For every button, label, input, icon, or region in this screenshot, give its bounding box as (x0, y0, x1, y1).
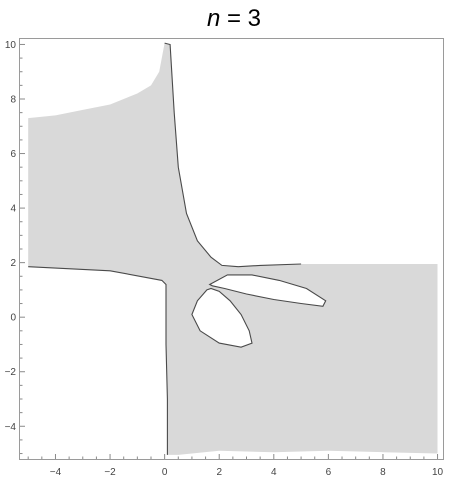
x-tick-label: 10 (432, 467, 444, 478)
boundary-upper-curve (164, 42, 302, 268)
x-tick-label: 8 (380, 467, 386, 478)
hole-region-2 (191, 287, 253, 348)
x-tick-label: 6 (326, 467, 332, 478)
y-tick-label: 4 (10, 204, 16, 215)
hole-region-1 (208, 274, 327, 307)
plot-frame (19, 38, 444, 460)
plot-area: −4 −2 0 2 4 6 8 10 −4 −2 0 2 4 6 8 10 (5, 38, 444, 478)
y-tick-label: 10 (5, 40, 17, 51)
y-tick-label: −2 (5, 367, 17, 378)
x-axis: −4 −2 0 2 4 6 8 10 (27, 454, 444, 478)
chart-title-rest: = 3 (220, 5, 261, 32)
x-tick-label: 4 (271, 467, 277, 478)
y-axis: −4 −2 0 2 4 6 8 10 (5, 40, 25, 455)
x-tick-label: −4 (50, 467, 62, 478)
y-tick-label: 2 (10, 258, 16, 269)
y-tick-label: 0 (10, 313, 16, 324)
chart-title-variable: n (207, 5, 220, 32)
boundary-left-curve (28, 266, 168, 455)
y-tick-label: 6 (10, 149, 16, 160)
y-tick-label: 8 (10, 95, 16, 106)
chart-title: n = 3 (207, 5, 261, 32)
holes-layer (191, 274, 327, 348)
x-tick-label: 0 (162, 467, 168, 478)
shaded-region-layer (28, 42, 438, 455)
y-tick-label: −4 (5, 422, 17, 433)
x-tick-label: 2 (216, 467, 222, 478)
shaded-region (28, 43, 438, 455)
x-tick-label: −2 (104, 467, 116, 478)
